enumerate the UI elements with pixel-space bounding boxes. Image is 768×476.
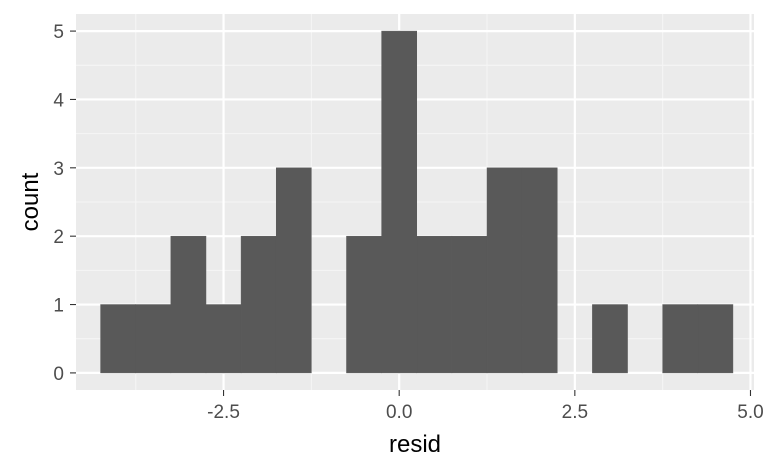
- histogram-bar: [662, 304, 699, 374]
- y-axis-title: count: [17, 172, 44, 231]
- y-tick-label: 1: [53, 296, 64, 317]
- x-axis-title: resid: [389, 431, 441, 458]
- histogram-bar: [100, 304, 136, 374]
- x-tick-label: 0.0: [386, 402, 412, 423]
- histogram-bar: [170, 235, 207, 374]
- histogram-bar: [346, 235, 382, 374]
- y-axis: 0 1 2 3 4 5: [53, 22, 76, 385]
- histogram-bar: [381, 30, 418, 374]
- x-tick-label: -2.5: [207, 402, 240, 423]
- x-tick-label: 5.0: [737, 402, 763, 423]
- histogram-bar: [275, 167, 312, 374]
- x-axis: -2.5 0.0 2.5 5.0: [207, 390, 764, 423]
- histogram-bar: [697, 304, 734, 374]
- histogram-bar: [521, 167, 558, 374]
- histogram-bar: [240, 235, 277, 374]
- histogram-bar: [592, 304, 628, 374]
- histogram-bar: [205, 304, 242, 374]
- histogram-bar: [486, 167, 523, 374]
- histogram-bar: [135, 304, 172, 374]
- x-tick-label: 2.5: [562, 402, 588, 423]
- y-tick-label: 2: [53, 227, 64, 248]
- y-tick-label: 4: [53, 90, 64, 111]
- histogram-bars: [100, 30, 734, 374]
- y-tick-label: 0: [53, 364, 64, 385]
- histogram-bar: [416, 235, 453, 374]
- y-tick-label: 5: [53, 22, 64, 43]
- y-tick-label: 3: [53, 159, 64, 180]
- histogram-bar: [451, 235, 488, 374]
